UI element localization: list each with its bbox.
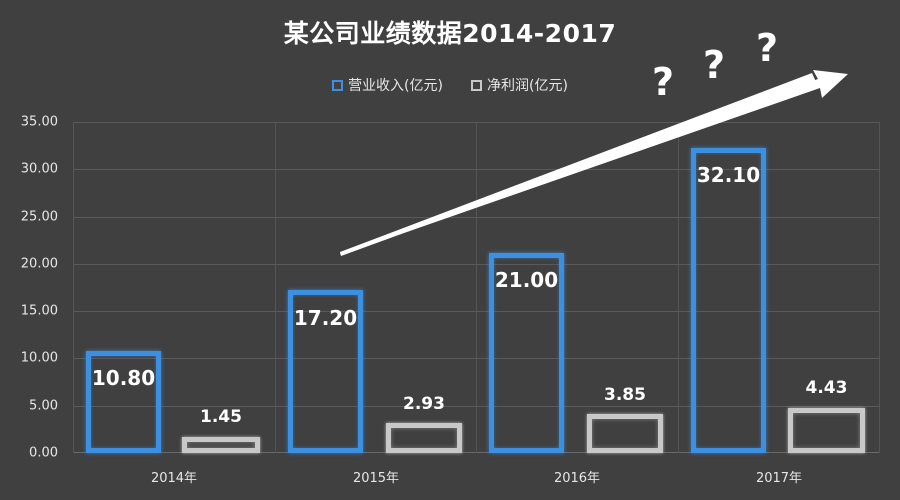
y-tick: 35.00 bbox=[20, 114, 58, 130]
data-label-revenue-2017: 32.10 bbox=[696, 163, 761, 187]
y-tick: 25.00 bbox=[20, 209, 58, 225]
x-tick: 2014年 bbox=[150, 471, 198, 486]
chart-title: 某公司业绩数据2014-2017 bbox=[283, 19, 617, 48]
gridline-vertical bbox=[678, 122, 679, 453]
legend-label-profit: 净利润(亿元) bbox=[487, 78, 568, 94]
bar-revenue-2017[interactable] bbox=[691, 148, 766, 453]
gridline-vertical bbox=[73, 122, 74, 453]
legend-item-revenue[interactable]: 营业收入(亿元) bbox=[332, 75, 443, 95]
gridline-vertical bbox=[275, 122, 276, 453]
x-tick: 2015年 bbox=[352, 471, 400, 486]
y-tick: 30.00 bbox=[20, 161, 58, 177]
legend-label-revenue: 营业收入(亿元) bbox=[348, 78, 443, 94]
data-label-profit-2016: 3.85 bbox=[604, 385, 646, 405]
gridline-vertical bbox=[476, 122, 477, 453]
legend-swatch-profit bbox=[471, 79, 482, 91]
bar-profit-2015[interactable] bbox=[386, 423, 462, 453]
legend-item-profit[interactable]: 净利润(亿元) bbox=[471, 75, 568, 95]
bar-revenue-2016[interactable] bbox=[489, 253, 564, 453]
x-tick: 2016年 bbox=[553, 471, 601, 486]
data-label-revenue-2014: 10.80 bbox=[91, 366, 156, 390]
bar-profit-2017[interactable] bbox=[788, 408, 865, 453]
y-tick: 20.00 bbox=[20, 256, 58, 272]
legend-swatch-revenue bbox=[332, 79, 344, 91]
gridline-vertical bbox=[879, 122, 880, 453]
data-label-profit-2015: 2.93 bbox=[403, 394, 445, 414]
y-tick: 15.00 bbox=[20, 303, 58, 319]
bar-revenue-2015[interactable] bbox=[288, 290, 363, 453]
question-mark-icon: ? bbox=[756, 26, 779, 70]
data-label-profit-2017: 4.43 bbox=[805, 378, 848, 398]
x-tick: 2017年 bbox=[755, 471, 803, 486]
y-tick: 10.00 bbox=[20, 350, 58, 366]
bar-revenue-2014[interactable] bbox=[86, 351, 161, 453]
y-tick: 0.00 bbox=[29, 445, 58, 461]
legend: 营业收入(亿元) 净利润(亿元) bbox=[0, 75, 900, 95]
data-label-profit-2014: 1.45 bbox=[200, 407, 242, 427]
question-mark-icon: ? bbox=[652, 60, 675, 104]
data-label-revenue-2016: 21.00 bbox=[494, 268, 559, 292]
bar-profit-2014[interactable] bbox=[182, 437, 260, 453]
question-mark-icon: ? bbox=[703, 43, 726, 87]
data-label-revenue-2015: 17.20 bbox=[293, 306, 358, 330]
bar-profit-2016[interactable] bbox=[587, 414, 663, 453]
y-tick: 5.00 bbox=[29, 398, 58, 414]
plot-area bbox=[73, 122, 880, 453]
